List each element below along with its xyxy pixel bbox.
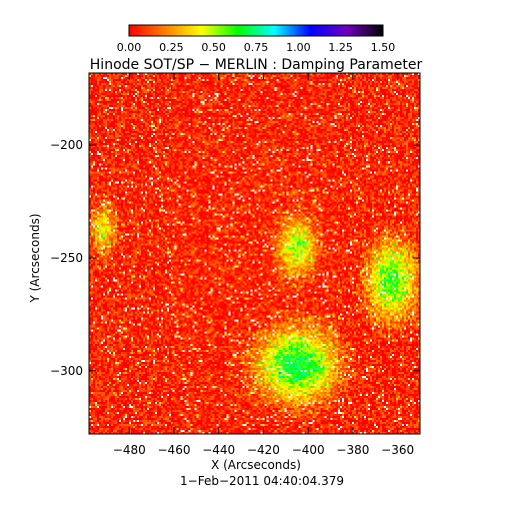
x-axis: −480 −460 −440 −420 −400 −380 −360: [113, 73, 414, 457]
colorbar-tick-label: 0.75: [244, 41, 269, 54]
plot-frame: [88, 72, 421, 435]
colorbar-tick-label: 0.50: [201, 41, 226, 54]
x-tick-label: −460: [158, 443, 191, 457]
colorbar-tick-label: 0.25: [159, 41, 184, 54]
colorbar-tick-label: 1.25: [328, 41, 353, 54]
x-tick-label: −400: [292, 443, 325, 457]
x-tick-label: −480: [113, 443, 146, 457]
x-tick-label: −360: [381, 443, 414, 457]
date-label: 1−Feb−2011 04:40:04.379: [180, 474, 344, 488]
colorbar-tick-label: 1.50: [371, 41, 396, 54]
y-tick-label: −300: [50, 364, 83, 378]
y-tick-label: −200: [50, 138, 83, 152]
colorbar-tick-label: 0.00: [117, 41, 142, 54]
colorbar: [128, 24, 384, 37]
chart-title: Hinode SOT/SP − MERLIN : Damping Paramet…: [90, 57, 423, 73]
heatmap-field: [89, 73, 420, 434]
x-tick-label: −440: [202, 443, 235, 457]
colorbar-tick-label: 1.00: [286, 41, 311, 54]
y-tick-label: −250: [50, 251, 83, 265]
x-axis-label: X (Arcseconds): [211, 458, 301, 472]
y-axis-label: Y (Arcseconds): [28, 213, 42, 303]
x-tick-label: −420: [247, 443, 280, 457]
y-axis: −200 −250 −300: [50, 138, 420, 378]
x-tick-label: −380: [336, 443, 369, 457]
